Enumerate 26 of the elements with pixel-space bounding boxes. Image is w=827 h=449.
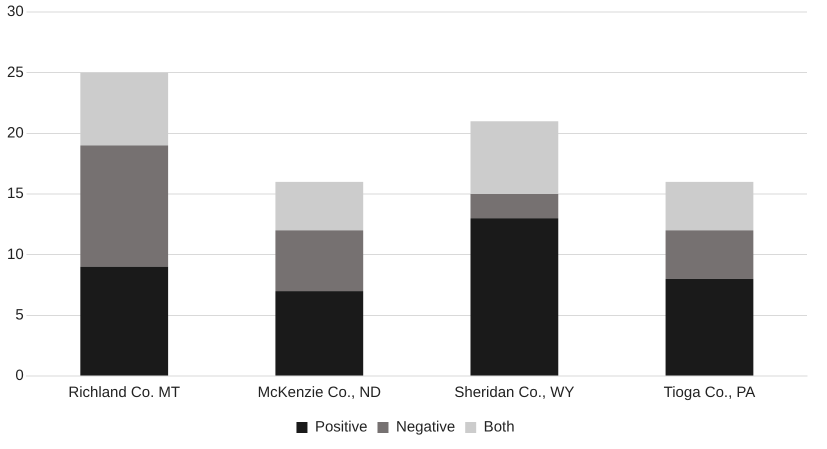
bar xyxy=(80,72,168,146)
y-tick-label: 0 xyxy=(15,367,24,384)
bar xyxy=(470,121,558,194)
y-tick-label: 30 xyxy=(6,3,24,20)
y-tick-label: 10 xyxy=(6,246,24,263)
x-tick-label: Sheridan Co., WY xyxy=(454,384,574,402)
bar xyxy=(80,145,168,267)
bar xyxy=(666,182,754,230)
y-tick-label: 20 xyxy=(6,124,24,142)
y-tick-label: 5 xyxy=(15,306,24,324)
legend-label: Negative xyxy=(396,418,456,436)
bar xyxy=(666,278,754,376)
bar xyxy=(80,266,168,376)
y-tick-label: 15 xyxy=(6,185,24,202)
x-tick-label: McKenzie Co., ND xyxy=(258,384,382,402)
legend-label: Both xyxy=(484,418,515,436)
y-tick-label: 25 xyxy=(6,64,24,81)
bar xyxy=(470,218,558,376)
legend-label: Positive xyxy=(314,418,368,436)
bar xyxy=(666,230,754,279)
x-tick-label: Richland Co. MT xyxy=(68,384,180,402)
bar xyxy=(275,291,364,376)
bar xyxy=(275,182,364,230)
bar xyxy=(275,230,364,292)
bar xyxy=(470,194,558,218)
x-tick-label: Tioga Co., PA xyxy=(664,384,756,402)
